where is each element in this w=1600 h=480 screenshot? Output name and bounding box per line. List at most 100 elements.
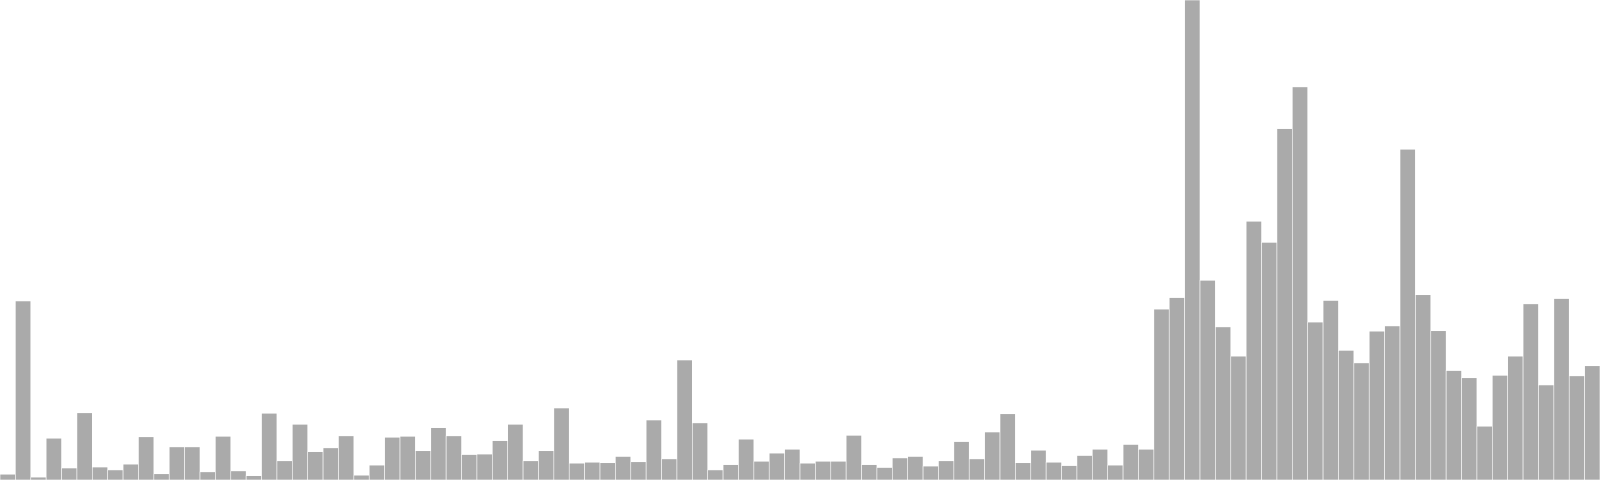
bar-35 [538, 450, 555, 480]
bar-64 [984, 431, 1001, 480]
bar-44 [676, 359, 693, 480]
bar-74 [1138, 448, 1155, 480]
bar-37 [568, 462, 585, 480]
bar-82 [1261, 242, 1278, 480]
bar-69 [1061, 465, 1078, 480]
bar-52 [799, 462, 816, 480]
bar-79 [1215, 326, 1232, 480]
bar-98 [1507, 355, 1524, 480]
bar-40 [615, 456, 632, 480]
bar-15 [230, 470, 247, 480]
bar-38 [584, 461, 601, 480]
bar-80 [1230, 355, 1247, 480]
bar-41 [630, 461, 647, 480]
bar-92 [1415, 294, 1432, 480]
bar-66 [1015, 462, 1032, 480]
bar-86 [1322, 300, 1339, 480]
bar-22 [338, 435, 355, 480]
bar-14 [215, 436, 232, 480]
bar-4 [61, 467, 78, 480]
bar-57 [876, 467, 893, 480]
bar-78 [1199, 280, 1216, 480]
bar-24 [368, 464, 385, 480]
bar-81 [1245, 220, 1262, 480]
bar-6 [92, 466, 108, 480]
bar-102 [1568, 375, 1585, 480]
bar-100 [1538, 384, 1555, 480]
bar-42 [645, 419, 662, 480]
bar-76 [1168, 297, 1185, 480]
bar-58 [892, 457, 908, 480]
bar-9 [138, 436, 155, 480]
bar-11 [168, 446, 185, 480]
bar-19 [292, 424, 308, 480]
bar-34 [522, 460, 539, 480]
bar-16 [245, 475, 262, 480]
bar-51 [784, 448, 801, 480]
bar-54 [830, 460, 847, 480]
bar-43 [661, 458, 678, 480]
bar-5 [76, 412, 93, 480]
bar-67 [1030, 449, 1047, 480]
bar-60 [922, 465, 939, 480]
bar-12 [184, 446, 201, 480]
bar-48 [738, 438, 755, 480]
bar-25 [384, 436, 401, 480]
bar-45 [692, 422, 708, 480]
bar-47 [722, 464, 739, 480]
bar-89 [1368, 330, 1385, 480]
bar-49 [753, 460, 770, 480]
bar-87 [1338, 350, 1355, 480]
bar-93 [1430, 330, 1447, 480]
bar-50 [768, 452, 785, 480]
bar-91 [1399, 148, 1416, 480]
bar-99 [1522, 303, 1539, 480]
bar-21 [322, 447, 339, 480]
bar-31 [476, 453, 493, 480]
bar-70 [1076, 455, 1093, 480]
bar-7 [107, 469, 124, 480]
bar-90 [1384, 325, 1401, 480]
bar-8 [122, 463, 139, 480]
bar-29 [445, 435, 462, 480]
bar-10 [153, 473, 170, 480]
bar-83 [1276, 128, 1293, 480]
bar-0 [0, 473, 16, 480]
bar-32 [492, 440, 508, 480]
bar-55 [845, 435, 862, 480]
bar-17 [261, 412, 278, 480]
bar-96 [1476, 425, 1493, 480]
bar-88 [1353, 362, 1370, 480]
bar-39 [599, 462, 616, 480]
bar-101 [1553, 298, 1570, 480]
bar-94 [1445, 370, 1462, 480]
bar-73 [1122, 444, 1139, 480]
bar-63 [968, 458, 985, 480]
bar-75 [1153, 308, 1170, 480]
bar-33 [507, 424, 524, 480]
bar-72 [1107, 464, 1124, 480]
bar-20 [307, 451, 324, 480]
bar-84 [1292, 86, 1308, 480]
bar-61 [938, 460, 955, 480]
bar-68 [1045, 461, 1062, 480]
bar-95 [1461, 377, 1478, 480]
bar-28 [430, 427, 447, 480]
bar-27 [415, 450, 432, 480]
bar-13 [199, 471, 216, 480]
bar-77 [1184, 0, 1201, 480]
bar-3 [45, 437, 62, 480]
bar-23 [353, 474, 370, 480]
bar-85 [1307, 321, 1324, 480]
bar-36 [553, 407, 570, 480]
bar-18 [276, 460, 293, 480]
bar-62 [953, 441, 970, 480]
bar-103 [1584, 365, 1600, 480]
bar-71 [1092, 448, 1108, 480]
bar-97 [1492, 375, 1508, 480]
bar-65 [999, 413, 1016, 480]
bar-59 [907, 456, 924, 480]
bar-53 [815, 460, 832, 480]
